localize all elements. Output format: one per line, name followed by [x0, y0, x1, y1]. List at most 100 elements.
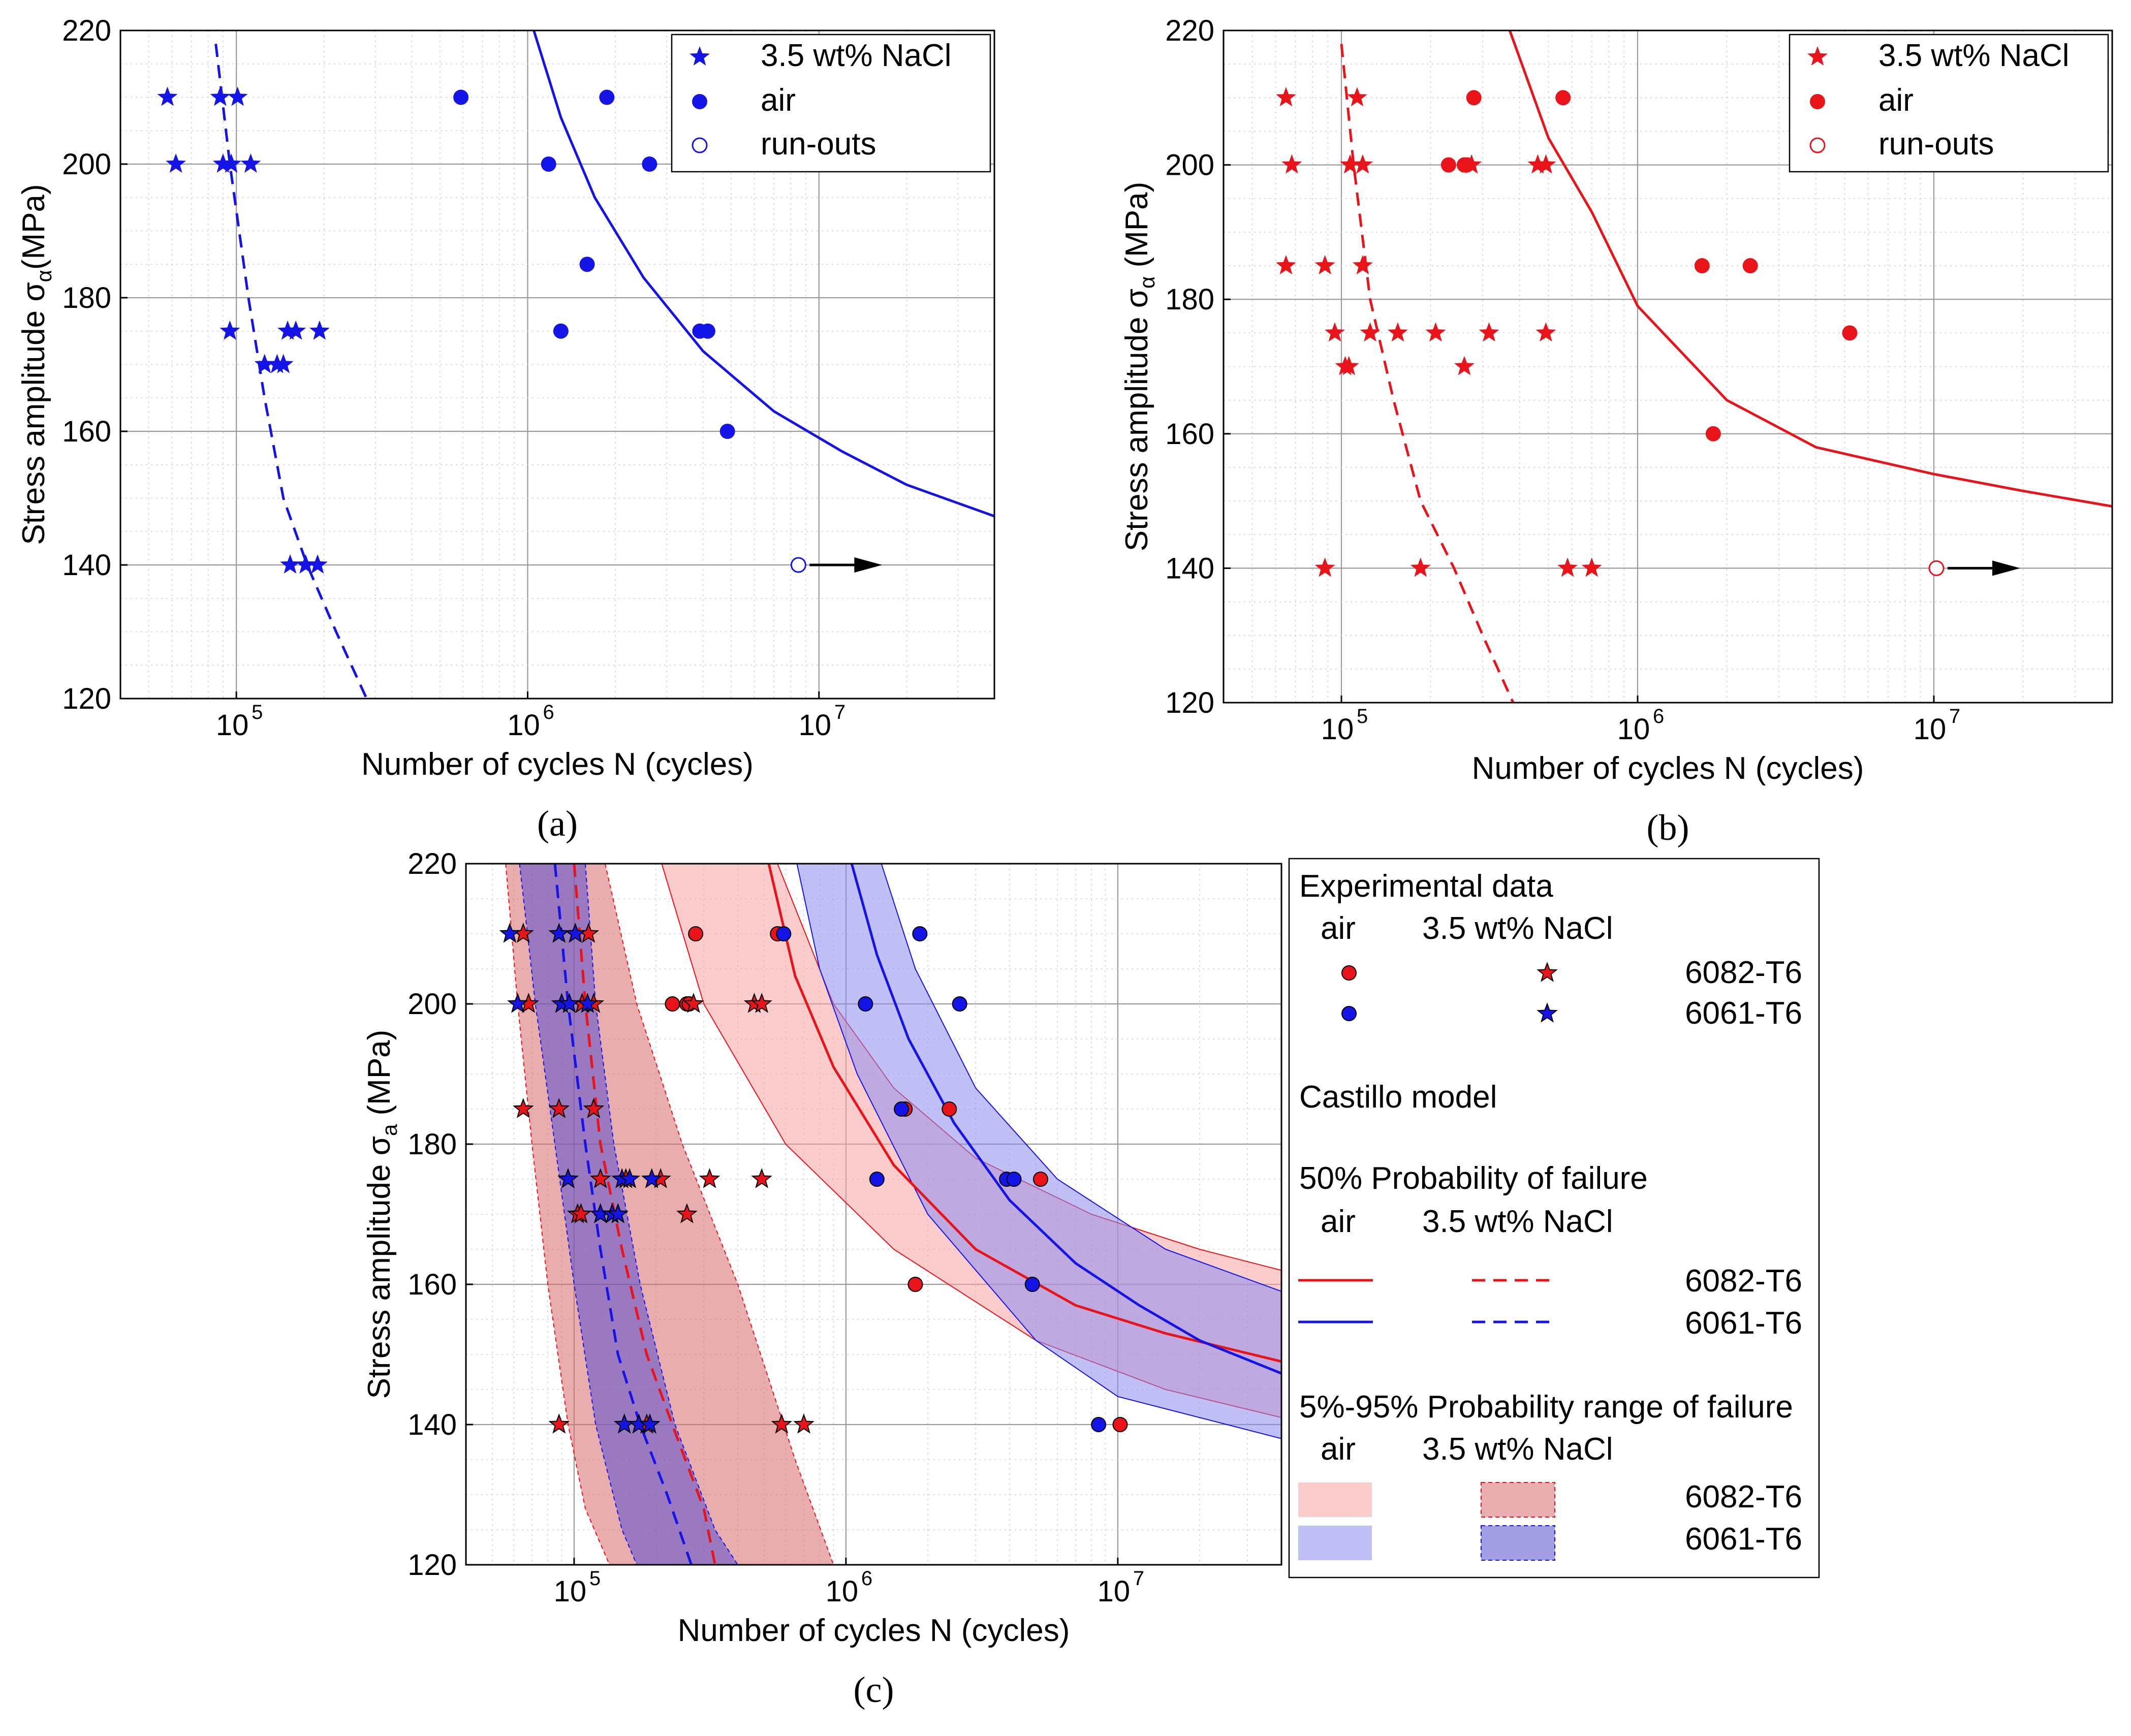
data-point-star — [548, 1098, 570, 1118]
legend-label: air — [1878, 83, 1914, 118]
y-tick-label: 180 — [1165, 283, 1214, 316]
band-lower-edge — [796, 864, 1281, 1439]
data-point-star — [570, 1203, 592, 1223]
y-axis-label-symbol: σ — [16, 282, 51, 301]
data-point-star — [309, 320, 330, 340]
probability-band — [519, 864, 738, 1565]
run-out-point — [1928, 560, 1945, 576]
data-point-circle — [1112, 1417, 1128, 1432]
run-out-arrow-head — [854, 557, 883, 573]
legend-star-icon — [1807, 46, 1828, 66]
data-point-star — [210, 86, 231, 106]
y-tick-label: 120 — [408, 1549, 457, 1582]
legend-6061-air-swatch — [1298, 1526, 1372, 1560]
y-axis-label-symbol: σ — [362, 1136, 397, 1155]
data-point-circle — [1032, 1172, 1048, 1187]
model-curve — [1508, 30, 2112, 508]
legend-alloy-6061: 6061-T6 — [1685, 1306, 1802, 1341]
probability-band — [797, 864, 1281, 1439]
data-point-star — [1314, 557, 1335, 577]
y-axis-label-text: Stress amplitude — [362, 1155, 397, 1399]
plot-frame — [465, 863, 1282, 1566]
data-point-star — [583, 1098, 605, 1118]
panel-label: (a) — [537, 803, 578, 844]
model-curve — [767, 864, 1281, 1363]
data-point-star — [286, 320, 306, 340]
data-point-circle — [1459, 157, 1475, 173]
data-point-star — [220, 320, 240, 340]
legend-c-box — [1288, 858, 1820, 1579]
y-axis-label: Stress amplitude σα(MPa) — [16, 184, 56, 545]
data-point-circle — [942, 1101, 957, 1117]
data-point-star — [1557, 557, 1578, 577]
data-point-star — [771, 1413, 793, 1434]
model-curve — [553, 864, 693, 1565]
legend-range-title: 5%-95% Probability range of failure — [1299, 1390, 1793, 1425]
data-point-star — [512, 1098, 534, 1118]
data-point-star — [227, 86, 248, 106]
data-point-circle — [553, 323, 569, 339]
data-point-circle — [1466, 90, 1482, 106]
legend-label: air — [761, 83, 796, 118]
legend-circle-icon — [692, 94, 707, 109]
x-tick-label: 10 — [799, 709, 832, 742]
data-point-star — [577, 993, 599, 1013]
data-point-star — [1340, 154, 1361, 174]
data-point-circle — [912, 926, 928, 941]
data-point-star — [1314, 255, 1335, 274]
data-point-star — [607, 1203, 629, 1223]
data-point-star — [751, 1168, 772, 1188]
data-point-circle — [952, 996, 967, 1012]
data-point-circle — [642, 156, 657, 172]
y-tick-label: 180 — [62, 281, 111, 314]
y-tick-label: 160 — [1165, 418, 1214, 451]
legend-alloy-6061: 6061-T6 — [1685, 996, 1802, 1031]
data-point-star — [221, 153, 241, 173]
legend-star-icon — [690, 46, 710, 66]
data-point-star — [1581, 557, 1602, 577]
data-point-star — [1527, 154, 1548, 174]
legend-label: 3.5 wt% NaCl — [1878, 38, 2070, 73]
y-tick-label: 120 — [1165, 686, 1214, 719]
data-point-star — [295, 554, 316, 574]
legend-box — [1789, 34, 2109, 173]
data-point-circle — [579, 257, 595, 272]
data-point-circle — [719, 424, 735, 439]
y-tick-label: 140 — [1165, 552, 1214, 585]
data-point-circle — [665, 996, 680, 1012]
data-point-circle — [894, 1101, 910, 1117]
y-axis-label: Stress amplitude σa (MPa) — [362, 1030, 401, 1399]
data-point-star — [1338, 356, 1359, 375]
y-axis-label-unit: (MPa) — [16, 184, 51, 270]
data-point-star — [1325, 322, 1345, 342]
legend-c: Experimental data air 3.5 wt% NaCl 6082-T6 6… — [1288, 858, 1820, 1579]
data-point-star — [1479, 322, 1499, 342]
data-point-star — [254, 354, 275, 373]
y-tick-label: 220 — [408, 847, 457, 880]
run-out-point — [790, 557, 806, 573]
band-upper-edge — [881, 864, 1281, 1292]
legend-alloy-6082: 6082-T6 — [1685, 1479, 1802, 1514]
x-tick-exponent: 6 — [861, 1567, 872, 1590]
x-tick-exponent: 7 — [1133, 1567, 1144, 1590]
legend-label: 3.5 wt% NaCl — [761, 38, 952, 73]
legend-label: run-outs — [1878, 127, 1994, 162]
y-tick-label: 200 — [62, 148, 111, 181]
y-tick-label: 120 — [62, 682, 111, 715]
band-lower-edge — [505, 864, 610, 1565]
plot-frame — [119, 29, 995, 700]
data-point-star — [639, 1413, 661, 1434]
plot-area — [505, 864, 1281, 1565]
x-axis-label: Number of cycles N (cycles) — [678, 1613, 1070, 1648]
data-point-star — [1352, 255, 1373, 274]
plot-area — [214, 30, 994, 699]
data-point-star — [619, 1168, 640, 1188]
data-point-star — [1352, 154, 1373, 174]
data-point-circle — [700, 323, 715, 339]
y-tick-label: 140 — [62, 549, 111, 582]
legend-6061-nacl-marker — [1537, 1002, 1558, 1023]
data-point-circle — [776, 926, 792, 941]
model-curve — [1340, 44, 1515, 703]
legend-col-nacl: 3.5 wt% NaCl — [1422, 1432, 1613, 1467]
